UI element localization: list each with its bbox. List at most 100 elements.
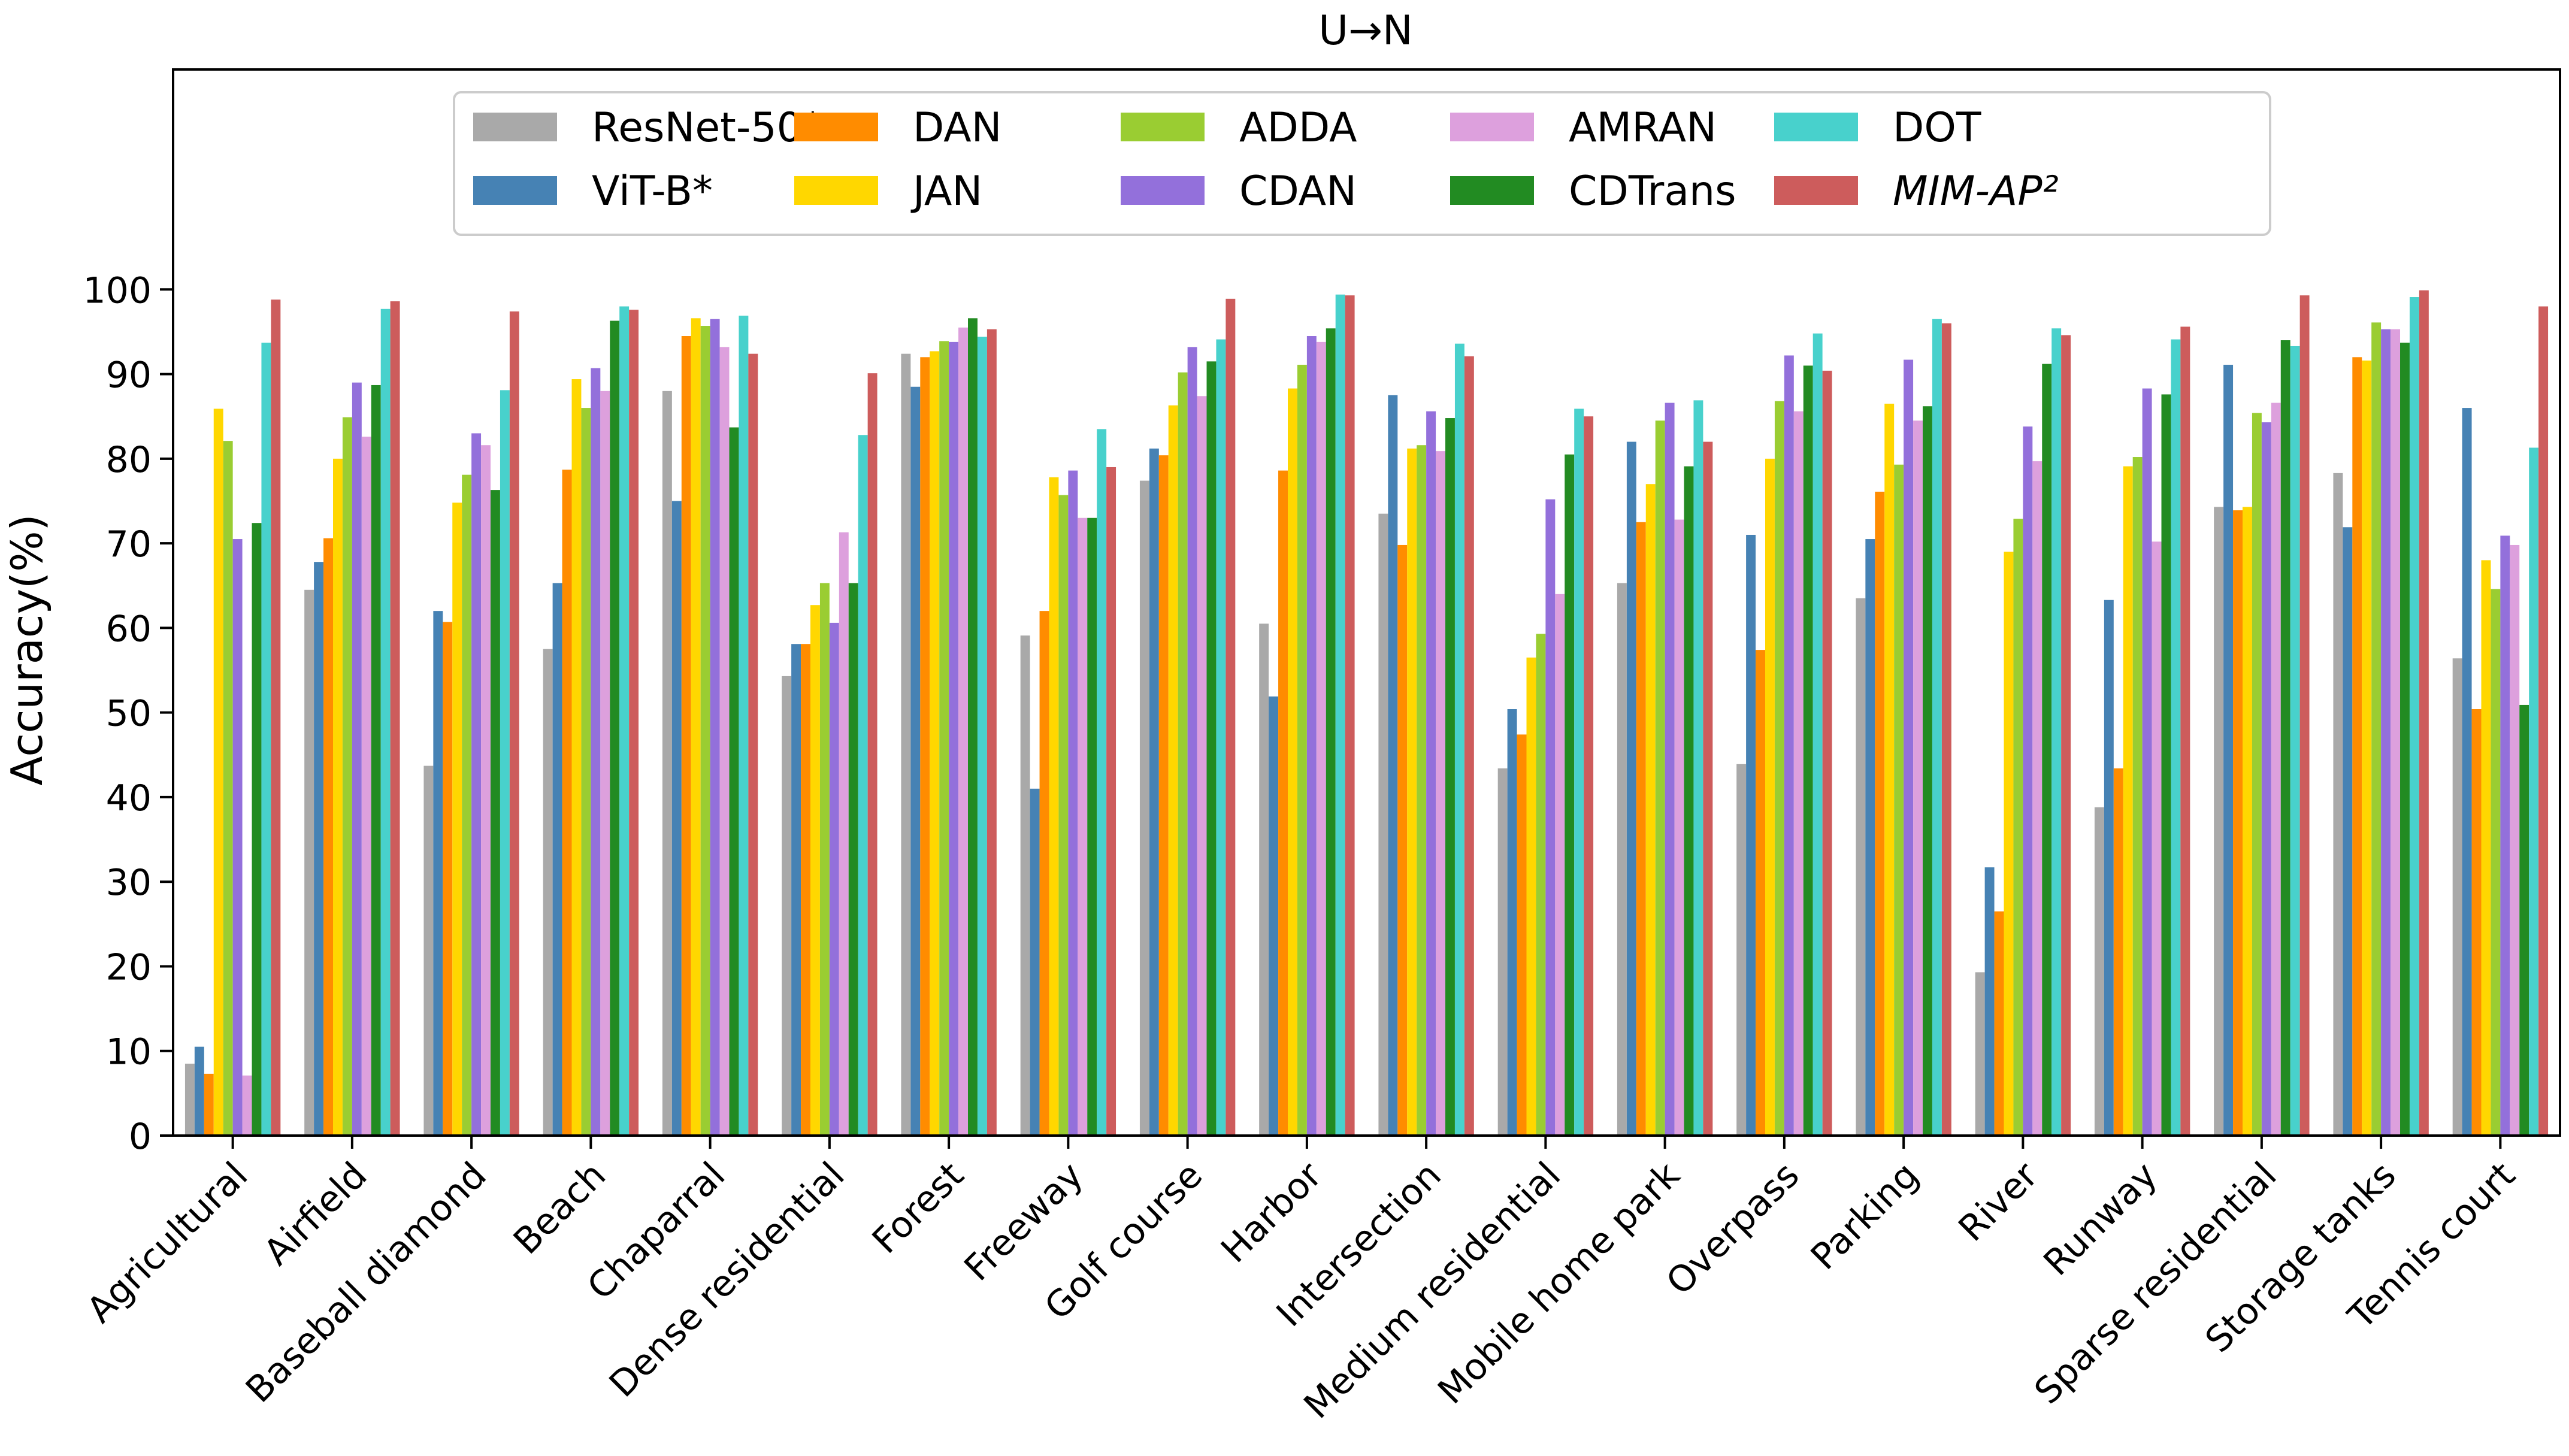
series-adda	[223, 322, 2501, 1136]
bar-amran-harbor	[1316, 341, 1326, 1136]
bar-resnet-50-freeway	[1020, 635, 1030, 1136]
bar-resnet-50-intersection	[1378, 513, 1388, 1136]
bar-amran-chaparral	[719, 347, 730, 1136]
bar-vit-b-medium-residential	[1507, 709, 1517, 1136]
y-tick-label: 90	[106, 355, 152, 396]
bar-cdtrans-mobile-home-park	[1684, 466, 1694, 1136]
bar-mim-ap-medium-residential	[1584, 416, 1594, 1136]
bar-dot-storage-tanks	[2409, 297, 2419, 1136]
bar-dot-runway	[2171, 339, 2181, 1136]
bar-cdtrans-agricultural	[252, 523, 262, 1136]
bar-vit-b-forest	[910, 386, 921, 1136]
bar-adda-storage-tanks	[2371, 322, 2382, 1136]
bar-cdan-harbor	[1306, 336, 1317, 1136]
bar-resnet-50-baseball-diamond	[423, 765, 434, 1136]
bar-jan-parking	[1884, 404, 1895, 1136]
bar-resnet-50-medium-residential	[1497, 768, 1508, 1136]
bar-resnet-50-storage-tanks	[2333, 473, 2343, 1136]
bar-resnet-50-harbor	[1259, 623, 1269, 1136]
bar-amran-sparse-residential	[2271, 402, 2281, 1136]
legend: ResNet-50* ViT-B* DAN JAN ADDA CDAN AMRAN CDTra…	[453, 91, 2271, 236]
bar-mim-ap-parking	[1941, 323, 1951, 1136]
bar-cdan-dense-residential	[829, 622, 839, 1136]
bar-jan-harbor	[1288, 388, 1297, 1136]
bar-dan-dense-residential	[801, 644, 810, 1136]
bar-dan-tennis-court	[2471, 709, 2482, 1136]
legend-swatch	[1121, 113, 1205, 141]
bar-dan-sparse-residential	[2233, 510, 2243, 1136]
bar-dot-river	[2051, 328, 2062, 1136]
bar-cdtrans-harbor	[1326, 328, 1336, 1136]
bar-amran-agricultural	[242, 1075, 252, 1136]
bar-adda-chaparral	[700, 326, 710, 1136]
bar-jan-freeway	[1049, 477, 1059, 1136]
bar-adda-parking	[1894, 464, 1904, 1136]
bar-cdan-tennis-court	[2500, 535, 2510, 1136]
bar-resnet-50-chaparral	[662, 391, 672, 1136]
series-cdtrans	[252, 318, 2529, 1136]
legend-label: ViT-B*	[592, 168, 713, 215]
bar-cdtrans-intersection	[1445, 418, 1455, 1136]
bar-dan-river	[1994, 911, 2004, 1136]
legend-label: AMRAN	[1569, 104, 1717, 152]
bar-resnet-50-tennis-court	[2452, 658, 2462, 1136]
bar-jan-golf-course	[1168, 405, 1178, 1136]
y-tick-label: 60	[106, 608, 152, 650]
bar-jan-sparse-residential	[2243, 507, 2252, 1136]
bar-cdtrans-parking	[1923, 406, 1932, 1136]
bar-amran-airfield	[361, 437, 371, 1136]
y-tick-label: 40	[106, 777, 152, 819]
bar-adda-golf-course	[1178, 372, 1188, 1136]
bar-mim-ap-beach	[629, 310, 639, 1136]
bar-cdan-chaparral	[710, 319, 720, 1136]
bar-resnet-50-golf-course	[1139, 480, 1149, 1136]
series-amran	[242, 327, 2520, 1136]
bar-vit-b-freeway	[1030, 788, 1040, 1136]
bar-dot-agricultural	[261, 343, 271, 1136]
legend-label: JAN	[910, 168, 982, 215]
bar-dot-intersection	[1454, 343, 1464, 1136]
bar-cdan-runway	[2142, 388, 2152, 1136]
bar-mim-ap-river	[2061, 335, 2071, 1136]
bar-jan-overpass	[1765, 458, 1775, 1136]
bar-mim-ap-storage-tanks	[2419, 290, 2429, 1136]
legend-swatch	[473, 113, 557, 141]
bar-dan-medium-residential	[1517, 734, 1527, 1136]
series-jan	[213, 318, 2491, 1136]
bar-cdan-parking	[1904, 359, 1914, 1136]
bar-adda-harbor	[1297, 365, 1307, 1136]
y-tick-label: 0	[129, 1116, 152, 1158]
bar-adda-baseball-diamond	[462, 474, 472, 1136]
bar-vit-b-intersection	[1388, 395, 1398, 1136]
series-resnet-50	[184, 353, 2462, 1136]
bar-resnet-50-beach	[543, 649, 553, 1136]
bar-cdtrans-runway	[2161, 394, 2171, 1136]
bar-vit-b-airfield	[314, 562, 324, 1136]
bar-adda-river	[2013, 519, 2023, 1136]
series-dot	[261, 294, 2539, 1136]
bar-cdan-storage-tanks	[2381, 329, 2391, 1136]
bar-vit-b-runway	[2104, 600, 2114, 1136]
bar-jan-agricultural	[213, 408, 223, 1136]
bar-vit-b-beach	[552, 583, 562, 1136]
bar-dan-airfield	[323, 538, 333, 1136]
bar-resnet-50-river	[1975, 972, 1985, 1136]
bar-vit-b-mobile-home-park	[1626, 441, 1636, 1136]
bar-cdan-mobile-home-park	[1665, 402, 1675, 1136]
legend-label: CDTrans	[1569, 168, 1736, 215]
bar-cdan-overpass	[1784, 355, 1794, 1136]
bar-cdan-agricultural	[232, 539, 243, 1136]
bar-cdtrans-chaparral	[729, 427, 739, 1136]
bar-dot-sparse-residential	[2290, 346, 2300, 1136]
bar-mim-ap-freeway	[1106, 467, 1116, 1136]
bar-vit-b-harbor	[1269, 696, 1279, 1136]
bar-cdtrans-freeway	[1087, 517, 1097, 1136]
bar-adda-overpass	[1774, 401, 1784, 1136]
y-axis-ticks: 0 10 20 30 40 50 60 70 80 90 100	[83, 270, 173, 1158]
legend-label: DAN	[913, 104, 1002, 152]
bar-mim-ap-intersection	[1464, 356, 1474, 1136]
y-tick-label: 100	[83, 270, 152, 311]
bar-dot-beach	[619, 306, 630, 1136]
bar-dot-forest	[977, 337, 987, 1136]
